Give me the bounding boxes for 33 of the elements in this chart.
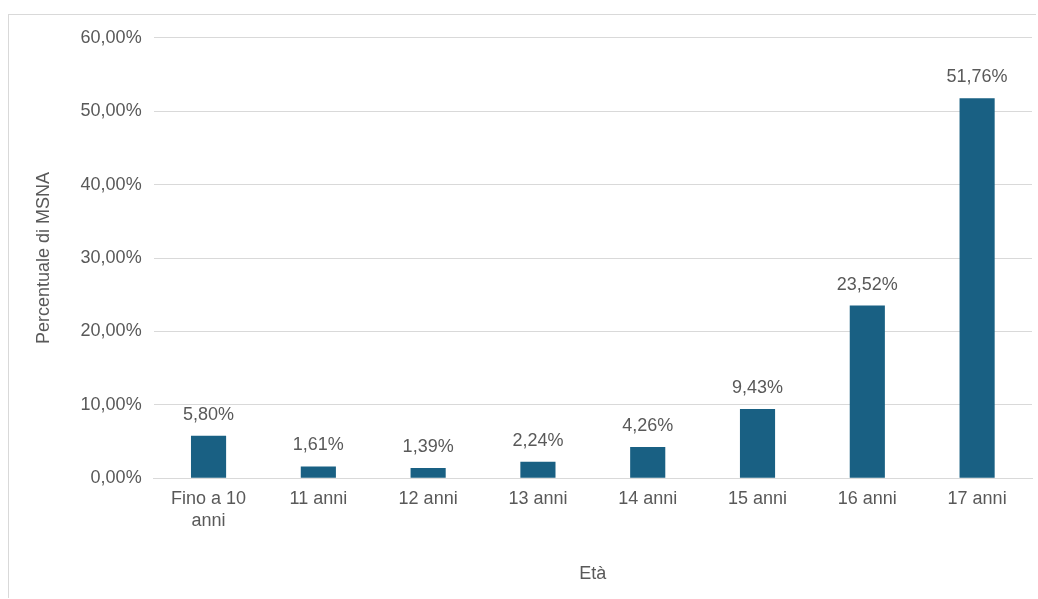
data-label: 4,26% [622,414,674,435]
bar [959,98,995,478]
bar [849,305,885,478]
data-label: 2,24% [512,429,564,450]
x-tick-label: 11 anni [289,487,348,508]
x-axis-title: Età [579,563,608,584]
y-tick-label: 60,00% [80,26,142,47]
y-tick-label: 20,00% [80,320,142,341]
bar [520,461,556,478]
y-tick-label: 30,00% [80,246,142,267]
bar [630,446,666,478]
y-tick-label: 40,00% [80,173,142,194]
x-tick-label: 12 anni [398,487,458,508]
x-tick-label: 16 anni [837,487,897,508]
data-label: 23,52% [836,273,898,294]
x-tick-label: 15 anni [727,487,788,508]
y-tick-label: 0,00% [90,467,142,488]
data-label: 1,61% [292,434,344,455]
bar [410,468,446,478]
bar [300,466,336,478]
x-tick-label: 17 anni [947,487,1007,508]
y-axis-title: Percentuale di MSNA [32,171,53,345]
x-tick-label: 14 anni [618,487,678,508]
data-label: 5,80% [183,403,235,424]
x-tick-label: Fino a 10 anni [171,487,247,530]
data-label: 51,76% [946,66,1008,87]
data-label: 9,43% [731,376,784,397]
bar [190,435,227,478]
data-label: 1,39% [402,435,454,456]
bar [739,408,776,478]
y-tick-label: 50,00% [80,100,142,121]
x-tick-label: 13 anni [508,487,568,508]
y-tick-label: 10,00% [80,393,142,414]
